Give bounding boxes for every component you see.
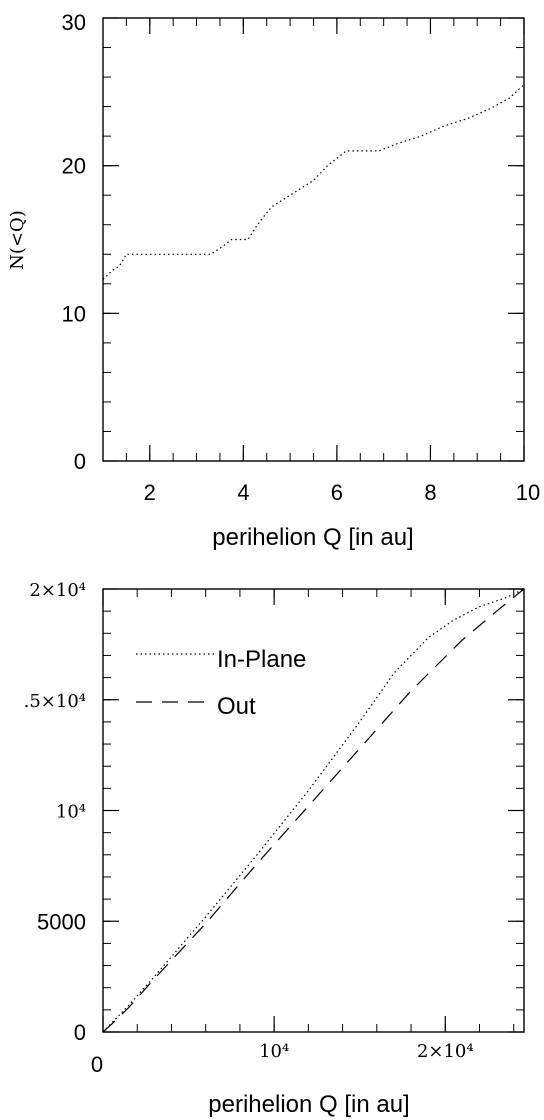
x-tick-label: 10 <box>516 480 540 505</box>
chart-top-ticks <box>102 17 525 462</box>
chart-top-frame <box>102 17 525 462</box>
y-tick-label: 30 <box>62 10 86 35</box>
y-tick-label: 0 <box>74 449 86 474</box>
x-tick-label: 10⁴ <box>259 1041 289 1062</box>
series-line-series-0 <box>102 83 525 280</box>
y-tick-label: 20 <box>62 154 86 179</box>
chart-bottom-legend: In-Plane Out <box>136 646 306 720</box>
chart-top-ylabel: N(<Q) <box>7 210 28 270</box>
x-tick-label: 4 <box>237 480 249 505</box>
y-tick-label: 5000 <box>37 909 86 934</box>
y-tick-label: 10 <box>62 301 86 326</box>
chart-top: 2 4 6 8 10 0 10 20 30 perihelion Q [in au] N(<Q… <box>7 10 540 551</box>
chart-top-xlabel: perihelion Q [in au] <box>212 524 413 551</box>
x-tick-label: 6 <box>331 480 343 505</box>
series-line-out <box>102 588 525 1033</box>
y-tick-label: 2×10⁴ <box>29 580 86 601</box>
chart-bottom-ticks <box>102 588 524 1033</box>
chart-top-x-tick-labels: 2 4 6 8 10 <box>144 480 541 505</box>
chart-bottom-y-tick-labels: 0 5000 10⁴ .5×10⁴ 2×10⁴ <box>24 580 86 1045</box>
y-tick-label: 10⁴ <box>56 802 86 823</box>
chart-bottom-xlabel: perihelion Q [in au] <box>208 1091 409 1118</box>
chart-bottom-series <box>102 588 525 1033</box>
chart-top-series <box>102 83 525 280</box>
x-tick-label: 8 <box>424 480 436 505</box>
legend-label-in-plane: In-Plane <box>217 646 306 673</box>
chart-bottom: 0 10⁴ 2×10⁴ 0 5000 10⁴ .5×10⁴ 2×10⁴ In-Plane O… <box>24 580 525 1118</box>
x-tick-label: 2 <box>144 480 156 505</box>
x-tick-label: 0 <box>91 1052 103 1077</box>
legend-label-out: Out <box>217 693 256 720</box>
chart-bottom-x-tick-labels: 0 10⁴ 2×10⁴ <box>91 1041 474 1077</box>
chart-top-y-tick-labels: 0 10 20 30 <box>62 10 86 474</box>
x-tick-label: 2×10⁴ <box>417 1041 474 1062</box>
y-tick-label: 0 <box>74 1020 86 1045</box>
y-tick-label: .5×10⁴ <box>24 691 86 712</box>
